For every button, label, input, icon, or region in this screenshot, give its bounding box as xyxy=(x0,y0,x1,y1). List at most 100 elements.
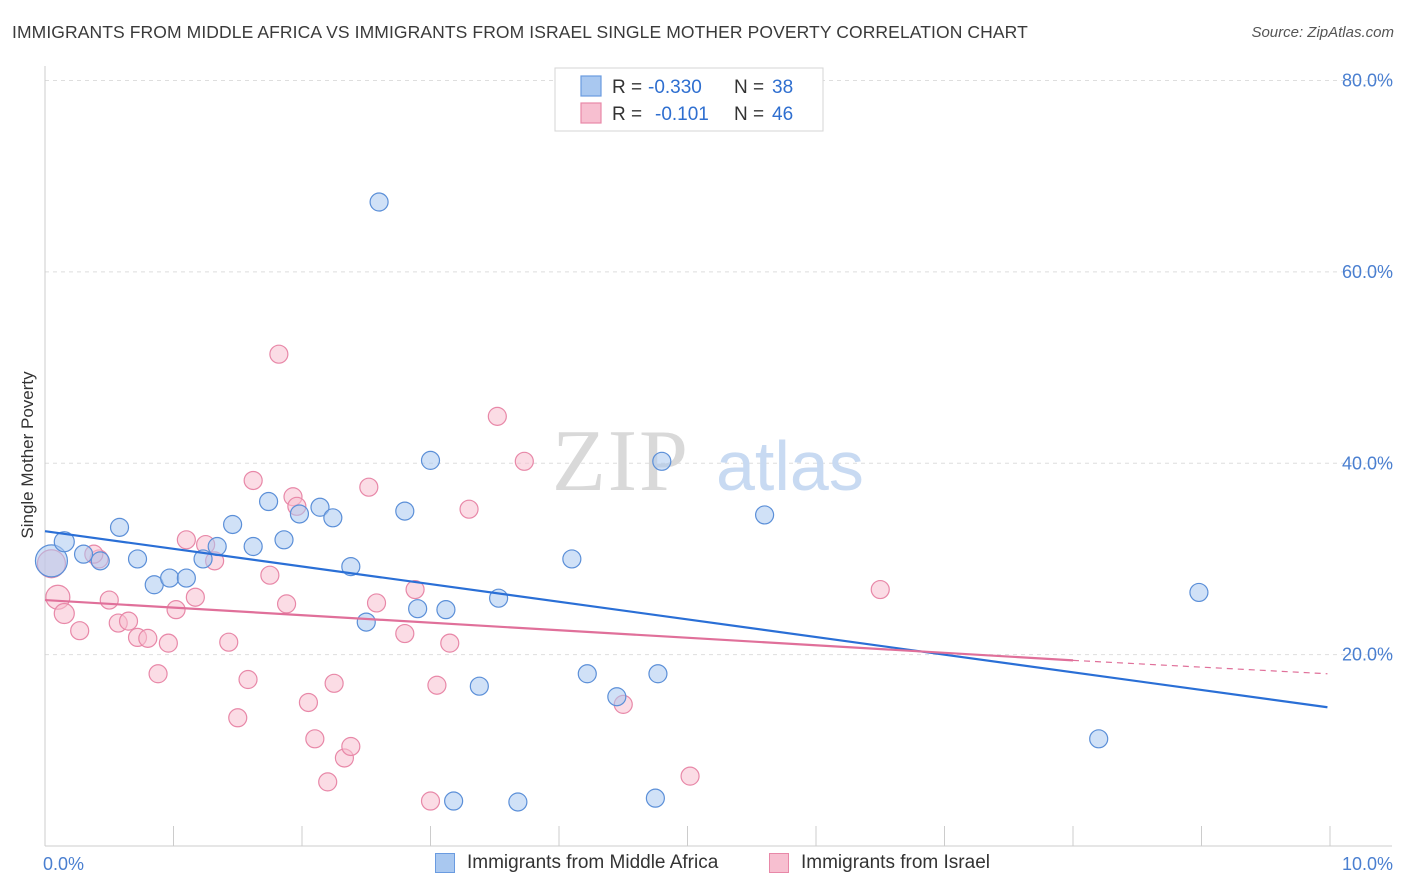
y-tick-label: 80.0% xyxy=(1342,71,1393,91)
point-israel xyxy=(427,675,447,695)
x-tick-label: 0.0% xyxy=(43,854,84,874)
point-israel xyxy=(166,600,186,620)
point-middle-africa xyxy=(420,450,441,470)
point-middle-africa xyxy=(645,788,665,808)
watermark-atlas: atlas xyxy=(716,427,864,505)
series-legend: Immigrants from Middle Africa Immigrants… xyxy=(0,852,1406,878)
point-middle-africa xyxy=(127,549,148,569)
x-tick-label: 10.0% xyxy=(1342,854,1393,874)
point-israel xyxy=(420,791,441,811)
point-middle-africa xyxy=(109,517,130,537)
point-middle-africa xyxy=(356,612,376,632)
legend-r-value-middle-africa: -0.330 xyxy=(648,77,702,98)
point-israel xyxy=(138,628,158,648)
point-middle-africa xyxy=(1189,582,1209,603)
point-middle-africa xyxy=(395,501,415,521)
point-middle-africa xyxy=(223,514,243,535)
point-middle-africa xyxy=(73,544,94,564)
point-middle-africa xyxy=(607,687,627,707)
point-middle-africa xyxy=(436,600,456,620)
point-israel xyxy=(276,594,297,614)
point-israel xyxy=(53,602,75,625)
point-israel xyxy=(260,565,280,585)
point-middle-africa xyxy=(562,549,582,569)
point-israel xyxy=(219,632,239,652)
point-israel xyxy=(459,499,479,519)
source-credit: Source: ZipAtlas.com xyxy=(1251,24,1394,41)
point-israel xyxy=(148,664,168,684)
point-israel xyxy=(228,708,248,728)
point-israel xyxy=(70,621,90,641)
point-middle-africa xyxy=(53,531,75,553)
legend-swatch-middle-africa xyxy=(435,853,455,873)
point-middle-africa xyxy=(754,505,775,525)
point-israel xyxy=(318,772,338,792)
point-israel xyxy=(405,579,425,600)
legend-n-value-israel: 46 xyxy=(772,104,793,125)
point-middle-africa xyxy=(369,192,389,212)
point-israel xyxy=(99,590,119,610)
point-middle-africa xyxy=(648,664,668,684)
legend-swatch-israel xyxy=(769,853,789,873)
legend-label-middle-africa: Immigrants from Middle Africa xyxy=(467,852,719,873)
point-israel xyxy=(341,736,361,757)
y-tick-label: 60.0% xyxy=(1342,262,1393,282)
watermark: ZIP atlas xyxy=(552,413,864,510)
point-israel xyxy=(298,692,319,713)
point-israel xyxy=(870,579,890,600)
point-israel xyxy=(176,530,196,550)
trend-lines xyxy=(44,530,1328,709)
point-middle-africa xyxy=(274,530,294,550)
legend-n-label: N = xyxy=(734,77,764,98)
point-israel xyxy=(395,623,415,644)
point-israel xyxy=(269,344,289,364)
point-middle-africa xyxy=(310,497,330,517)
point-israel xyxy=(680,766,700,786)
point-israel xyxy=(514,451,534,471)
legend-item-israel: Immigrants from Israel xyxy=(769,852,990,874)
data-points xyxy=(34,192,1209,812)
point-middle-africa xyxy=(176,568,196,588)
point-middle-africa xyxy=(469,676,489,696)
y-tick-label: 20.0% xyxy=(1342,645,1393,665)
point-middle-africa xyxy=(1089,729,1109,749)
legend-n-value-middle-africa: 38 xyxy=(772,77,793,98)
point-israel xyxy=(324,673,344,693)
point-middle-africa xyxy=(289,504,310,524)
point-middle-africa xyxy=(258,491,279,512)
point-middle-africa xyxy=(323,508,343,528)
point-israel xyxy=(305,729,325,749)
y-tick-label: 40.0% xyxy=(1342,453,1393,473)
point-middle-africa xyxy=(207,536,227,557)
y-axis-label: Single Mother Poverty xyxy=(18,371,37,539)
chart-title: IMMIGRANTS FROM MIDDLE AFRICA VS IMMIGRA… xyxy=(12,22,1028,42)
point-israel xyxy=(359,477,379,497)
legend-label-israel: Immigrants from Israel xyxy=(801,852,990,873)
point-middle-africa xyxy=(508,792,528,812)
trend-line-israel-extension xyxy=(1072,659,1328,675)
point-israel xyxy=(487,406,507,426)
y-tick-labels: 20.0% 40.0% 60.0% 80.0% xyxy=(1342,71,1393,665)
legend-swatch-middle-africa xyxy=(580,75,602,97)
x-tick-labels: 0.0% 10.0% xyxy=(43,854,1393,874)
point-israel xyxy=(238,669,258,690)
point-middle-africa xyxy=(160,568,180,588)
point-middle-africa xyxy=(243,536,263,557)
point-israel xyxy=(440,633,460,653)
point-middle-africa xyxy=(408,599,428,619)
legend-r-value-israel: -0.101 xyxy=(655,104,709,125)
point-middle-africa xyxy=(577,664,597,684)
grid-lines xyxy=(45,80,1392,656)
point-israel xyxy=(158,633,178,653)
legend-item-middle-africa: Immigrants from Middle Africa xyxy=(435,852,718,874)
trend-line-israel xyxy=(44,598,1074,662)
legend-swatch-israel xyxy=(580,102,602,124)
point-israel xyxy=(366,593,387,613)
point-israel xyxy=(185,587,205,607)
point-middle-africa xyxy=(652,451,672,471)
point-middle-africa xyxy=(90,551,110,571)
trend-line-middle-africa xyxy=(44,530,1328,709)
point-middle-africa xyxy=(341,556,361,577)
legend-r-label: R = xyxy=(612,77,642,98)
